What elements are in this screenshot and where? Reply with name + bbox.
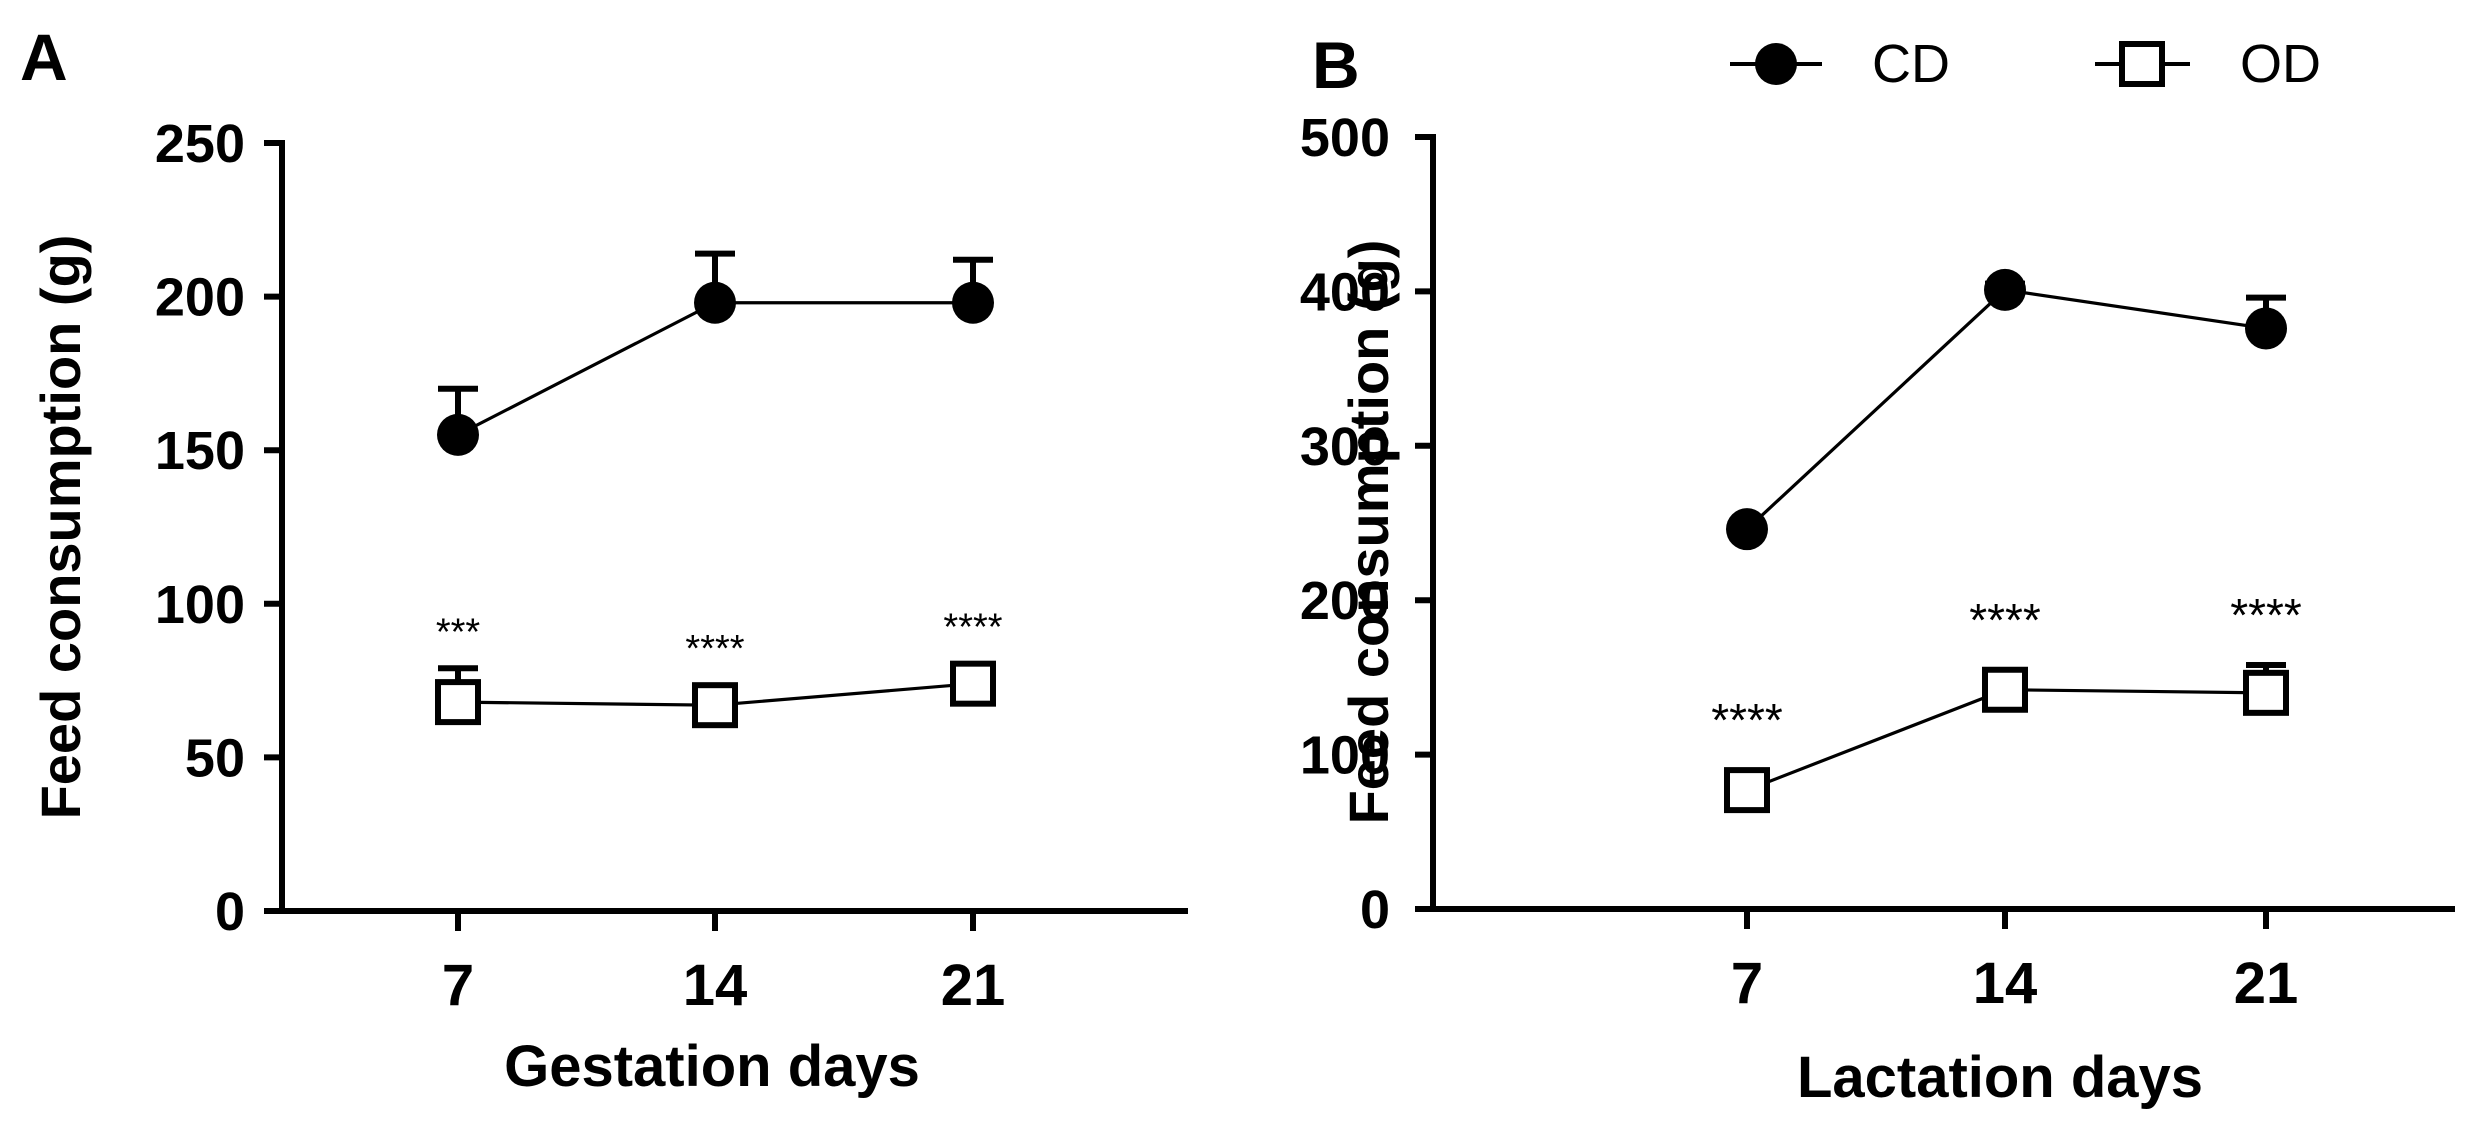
panel-a-y-tick-label: 50 — [185, 728, 245, 788]
legend-item-cd: CD — [1730, 34, 1950, 94]
legend-od-marker — [2119, 41, 2165, 87]
panel-b: 0 100 200 300 400 500 7 14 21 **** **** **** Feed… — [1300, 108, 2455, 1110]
panel-b-significance-label: **** — [1711, 694, 1783, 746]
panel-a-y-tick-label: 250 — [155, 114, 245, 174]
panel-b-y-tick-label: 200 — [1300, 571, 1390, 631]
panel-a-y-tick-label: 100 — [155, 575, 245, 635]
panel-b-x-tick-label: 7 — [1731, 951, 1763, 1016]
panel-a-y-tick-label: 0 — [215, 882, 245, 942]
legend-cd-marker — [1755, 43, 1797, 85]
panel-b-y-tick-label: 500 — [1300, 108, 1390, 168]
legend-od-label: OD — [2240, 34, 2321, 94]
panel-a-y-tick-label: 200 — [155, 268, 245, 328]
panel-b-x-tick-label: 14 — [1973, 951, 2038, 1016]
panel-b-y-tick-label: 400 — [1300, 262, 1390, 322]
panel-a-x-tick-label: 21 — [941, 953, 1006, 1018]
panel-a-od-point — [950, 660, 996, 707]
legend: CD OD — [1730, 34, 2321, 94]
panel-b-y-tick-label: 100 — [1300, 726, 1390, 786]
legend-item-od: OD — [2095, 34, 2321, 94]
panel-a-significance-label: **** — [943, 607, 1002, 649]
panel-a-cd-point — [694, 281, 736, 324]
panel-a-x-tick-label: 14 — [683, 953, 748, 1018]
panel-b-cd-point — [1726, 508, 1768, 551]
panel-a-annotations: *** ******** — [436, 607, 1003, 671]
panel-a-od-point — [435, 679, 481, 726]
panel-b-x-tick-label: 21 — [2234, 951, 2299, 1016]
panel-b-cd-line — [1745, 288, 2267, 531]
panel-b-y-tick-label: 300 — [1300, 417, 1390, 477]
panel-b-od-point — [1982, 666, 2028, 713]
panel-label-a: A — [20, 20, 68, 94]
panel-a-x-axis: 7 14 21 — [279, 908, 1188, 1018]
panel-a-y-axis: 0 50 100 150 200 250 — [155, 114, 285, 942]
panel-a-x-tick-label: 7 — [442, 953, 474, 1018]
panel-b-significance-label: **** — [2230, 589, 2302, 641]
panel-a-y-tick-label: 150 — [155, 421, 245, 481]
panel-b-annotations: **** **** **** — [1711, 589, 2302, 746]
panel-b-significance-label: **** — [1969, 594, 2041, 646]
panel-label-b: B — [1312, 28, 1360, 102]
panel-b-od-point — [2243, 669, 2289, 716]
panel-a-series — [435, 250, 996, 729]
panel-b-y-label: Feed consumption (g) — [1337, 240, 1400, 825]
panel-a-significance-label: *** — [436, 611, 481, 653]
panel-b-x-label: Lactation days — [1797, 1045, 2203, 1110]
panel-a-significance-label: **** — [685, 628, 744, 670]
panel-b-cd-point — [1984, 268, 2026, 311]
panel-b-cd-point — [2245, 307, 2287, 350]
legend-cd-label: CD — [1872, 34, 1950, 94]
panel-b-y-tick-label: 0 — [1360, 880, 1390, 940]
panel-a-cd-point — [437, 413, 479, 456]
panel-b-x-axis: 7 14 21 — [1430, 906, 2455, 1016]
panel-b-y-axis: 0 100 200 300 400 500 — [1300, 108, 1436, 940]
panel-b-series — [1724, 268, 2289, 814]
panel-a-cd-point — [952, 281, 994, 324]
panel-a-od-point — [692, 682, 738, 729]
panel-a-y-label: Feed consumption (g) — [29, 235, 92, 820]
panel-b-od-point — [1724, 767, 1770, 814]
panel-a-x-label: Gestation days — [504, 1034, 920, 1099]
